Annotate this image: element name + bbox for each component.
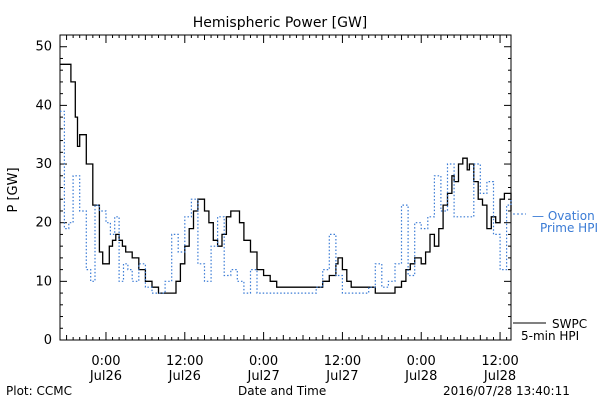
x-tick-label-date: Jul28 (483, 369, 516, 384)
x-tick-label-time: 0:00 (407, 354, 436, 369)
chart-title: Hemispheric Power [GW] (193, 15, 368, 31)
x-tick-label-time: 0:00 (91, 354, 120, 369)
y-tick-label: 50 (35, 40, 52, 55)
legend-label-swpc-line1: SWPC (552, 317, 587, 331)
y-tick-label: 40 (35, 98, 52, 113)
y-tick-label: 30 (35, 157, 52, 172)
footer-timestamp: 2016/07/28 13:40:11 (443, 384, 570, 398)
series-line-ovation-prime-hpi (60, 110, 512, 294)
legend-label-ovation-line1: — Ovation (532, 209, 595, 223)
x-tick-label-date: Jul28 (404, 369, 437, 384)
series-layer (60, 63, 512, 294)
plot-area-frame (59, 34, 512, 341)
x-axis-ticks: 0:00Jul2612:00Jul260:00Jul2712:00Jul270:… (59, 35, 519, 384)
legend-label-swpc-line2: 5-min HPI (521, 329, 579, 343)
y-axis-label: P [GW] (6, 167, 21, 212)
x-tick-label-time: 12:00 (481, 354, 518, 369)
x-tick-label-time: 12:00 (324, 354, 361, 369)
y-axis-ticks: 0 10 20 30 40 50 (35, 40, 511, 348)
x-tick-label-time: 0:00 (249, 354, 278, 369)
y-tick-label: 20 (35, 216, 52, 231)
y-tick-label: 0 (44, 333, 52, 348)
footer-plot-source: Plot: CCMC (6, 384, 72, 398)
x-tick-label-date: Jul26 (89, 369, 122, 384)
x-tick-label-date: Jul26 (168, 369, 201, 384)
x-axis-label: Date and Time (238, 384, 327, 398)
legend-label-ovation-line2: Prime HPI (540, 221, 598, 235)
x-tick-label-date: Jul27 (325, 369, 358, 384)
series-line-swpc-5-min-hpi (60, 63, 512, 294)
x-tick-label-time: 12:00 (166, 354, 203, 369)
x-tick-label-date: Jul27 (246, 369, 279, 384)
y-tick-label: 10 (35, 274, 52, 289)
